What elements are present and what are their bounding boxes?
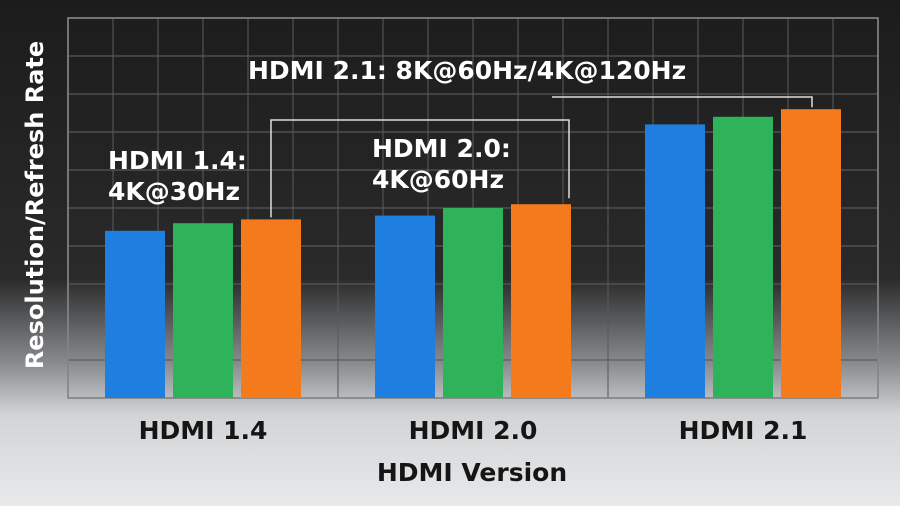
bar bbox=[241, 219, 301, 398]
bar bbox=[781, 109, 841, 398]
annotation-connector bbox=[552, 96, 813, 108]
y-axis-label: Resolution/Refresh Rate bbox=[21, 41, 49, 369]
bar bbox=[173, 223, 233, 398]
annotation: 4K@60Hz bbox=[372, 165, 504, 194]
annotation: HDMI 2.1: 8K@60Hz/4K@120Hz bbox=[248, 56, 686, 85]
x-tick-label: HDMI 2.1 bbox=[679, 416, 808, 445]
bar bbox=[511, 204, 571, 398]
annotation: 4K@30Hz bbox=[108, 177, 240, 206]
x-tick-label: HDMI 1.4 bbox=[139, 416, 268, 445]
bar bbox=[375, 215, 435, 398]
bar bbox=[645, 124, 705, 399]
x-axis-label: HDMI Version bbox=[377, 458, 567, 487]
annotation-connector bbox=[270, 119, 570, 218]
bar bbox=[443, 208, 503, 398]
bar bbox=[713, 116, 773, 399]
x-tick-label: HDMI 2.0 bbox=[409, 416, 538, 445]
annotation: HDMI 2.0: bbox=[372, 134, 511, 163]
bar bbox=[105, 230, 165, 398]
annotation: HDMI 1.4: bbox=[108, 146, 247, 175]
